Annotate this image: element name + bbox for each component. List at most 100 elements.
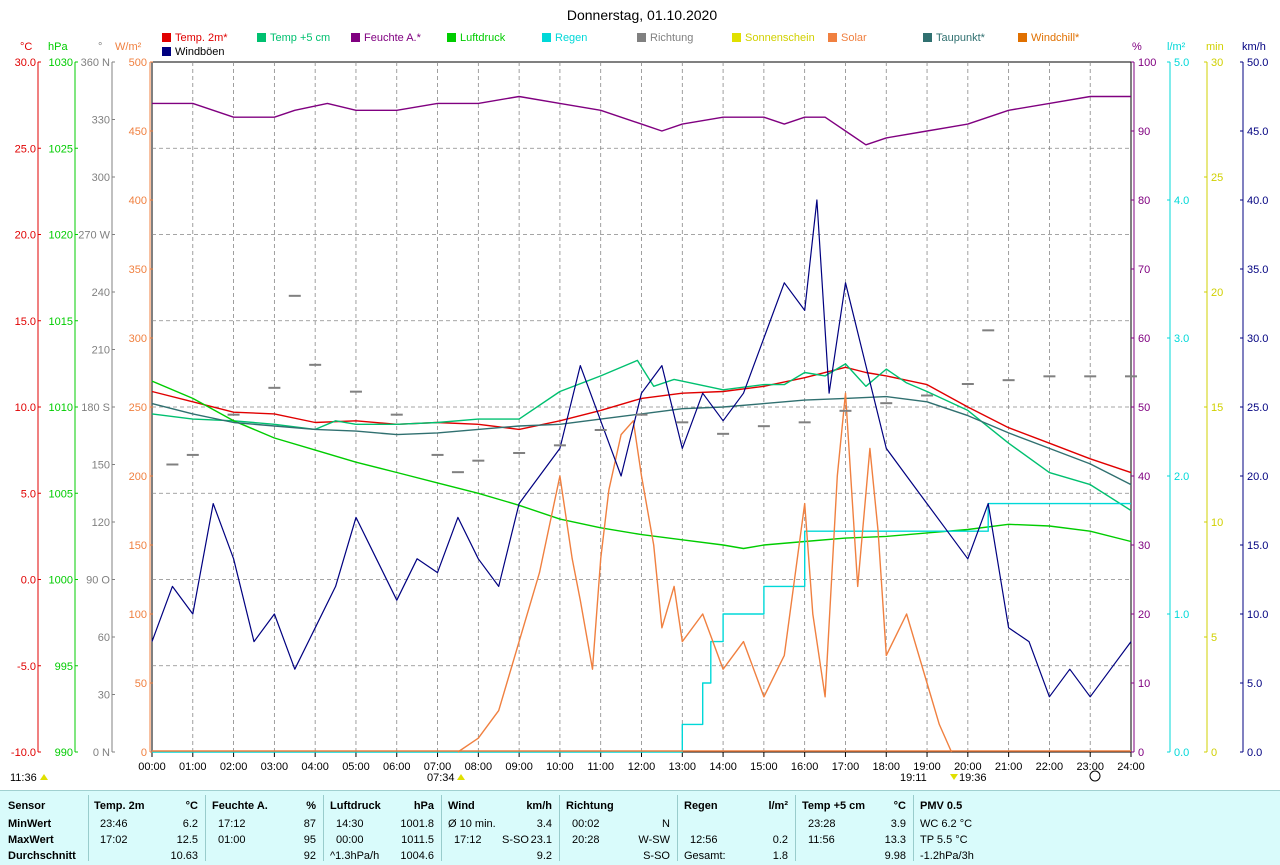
y-tick-label: 30.0	[1247, 333, 1268, 345]
divider	[677, 795, 678, 861]
feuchte-avg-val: 92	[303, 850, 316, 862]
series-temp-2m	[151, 366, 1132, 474]
pmv-trend: -1.2hPa/3h	[920, 850, 974, 862]
direction-point	[472, 459, 485, 462]
y-tick-label: 1000	[49, 575, 73, 587]
x-tick-label: 17:00	[832, 761, 860, 773]
regen-unit: l/m²	[768, 800, 788, 812]
wind-max-val: 23.1	[530, 834, 552, 846]
x-tick-label: 08:00	[465, 761, 493, 773]
legend-swatch	[162, 47, 171, 56]
y-tick-label: 0.0	[1174, 747, 1189, 759]
x-tick-label: 09:00	[505, 761, 533, 773]
sensor-head: Sensor	[8, 800, 46, 812]
legend-label: Windchill*	[1031, 32, 1080, 44]
y-tick-label: 10.0	[1247, 609, 1268, 621]
temp5-max-val: 13.3	[884, 834, 906, 846]
temp-col: Temp. 2m °C 23:46 6.2 17:02 12.5 10.63	[94, 797, 200, 865]
y-tick-label: 90	[1138, 126, 1150, 138]
axis-units: °C hPa ° W/m² % l/m² min km/h	[20, 41, 1266, 53]
direction-point	[1043, 375, 1056, 378]
y-tick-label: 50.0	[1247, 57, 1268, 69]
regen-col: Regen l/m² 12:56 0.2 Gesamt: 1.8	[684, 797, 790, 865]
direction-point	[717, 432, 730, 435]
temp-head: Temp. 2m	[94, 800, 145, 812]
row-avg: Durchschnitt	[8, 850, 76, 862]
y-tick-label: 1005	[49, 488, 73, 500]
y-tick-label: 360 N	[81, 57, 110, 69]
plot-area	[151, 95, 1137, 753]
x-tick-label: 06:00	[383, 761, 411, 773]
luft-col: Luftdruck hPa 14:30 1001.8 00:00 1011.5 …	[330, 797, 436, 865]
legend-label: Temp. 2m*	[175, 32, 228, 44]
direction-point	[166, 463, 179, 466]
y-tick-label: 150	[129, 540, 147, 552]
direction-point	[309, 363, 322, 366]
x-tick-label: 22:00	[1036, 761, 1064, 773]
richtung-avg-val: S-SO	[643, 850, 670, 862]
y-tick-label: 100	[1138, 57, 1156, 69]
direction-point	[349, 390, 362, 393]
y-tick-label: 450	[129, 126, 147, 138]
wind-col: Wind km/h Ø 10 min. 3.4 17:12 S-SO 23.1 …	[448, 797, 554, 865]
legend-label: Sonnenschein	[745, 32, 815, 44]
legend-swatch	[828, 33, 837, 42]
legend-swatch	[542, 33, 551, 42]
temp5-col: Temp +5 cm °C 23:28 3.9 11:56 13.3 9.98	[802, 797, 908, 865]
direction-point	[431, 453, 444, 456]
y-tick-label: 330	[92, 115, 110, 127]
legend-swatch	[637, 33, 646, 42]
temp5-head: Temp +5 cm	[802, 800, 866, 812]
luft-head: Luftdruck	[330, 800, 381, 812]
chart-legend: Temp. 2m* Temp +5 cm Feuchte A.* Luftdruck R…	[162, 32, 1080, 58]
sunrise-icon	[457, 774, 465, 780]
feuchte-head: Feuchte A.	[212, 800, 268, 812]
y-tick-label: 5	[1211, 632, 1217, 644]
temp-max-time: 17:02	[100, 834, 128, 846]
y-tick-label: 40	[1138, 471, 1150, 483]
regen-max-val: 0.2	[772, 834, 788, 846]
y-tick-label: 5.0	[1247, 678, 1262, 690]
richtung-max-time: 20:28	[572, 834, 600, 846]
y-tick-label: 30	[1211, 57, 1223, 69]
unit-temp: °C	[20, 41, 32, 53]
legend-swatch	[1018, 33, 1027, 42]
y-tick-label: 500	[129, 57, 147, 69]
legend-label: Luftdruck	[460, 32, 506, 44]
y-tick-label: 995	[55, 661, 73, 673]
direction-point	[553, 444, 566, 447]
temp-min-val: 6.2	[182, 818, 198, 830]
pmv-taupunkt: TP 5.5 °C	[920, 834, 968, 846]
direction-point	[982, 329, 995, 332]
sun-markers: 11:36 07:34 19:11 19:36	[10, 770, 1101, 784]
x-tick-label: 13:00	[669, 761, 697, 773]
legend-label: Regen	[555, 32, 587, 44]
temp5-unit: °C	[893, 800, 906, 812]
y-tick-label: 180 S	[81, 402, 110, 414]
y-tick-label: 10	[1211, 517, 1223, 529]
wind-avg10-val: 3.4	[536, 818, 552, 830]
y-tick-label: 15	[1211, 402, 1223, 414]
wind-max-time: 17:12	[454, 834, 482, 846]
row-min: MinWert	[8, 818, 52, 830]
y-tick-label: 1025	[49, 143, 73, 155]
wind-max-dir: S-SO	[502, 834, 529, 846]
direction-point	[1125, 375, 1137, 378]
y-tick-label: 150	[92, 460, 110, 472]
legend-label: Taupunkt*	[936, 32, 986, 44]
y-tick-label: 15.0	[1247, 540, 1268, 552]
row-max: MaxWert	[8, 834, 54, 846]
direction-point	[839, 409, 852, 412]
y-tick-label: 50	[135, 678, 147, 690]
divider	[323, 795, 324, 861]
y-tick-label: 0 N	[93, 747, 110, 759]
regen-head: Regen	[684, 800, 718, 812]
luft-min-time: 14:30	[336, 818, 364, 830]
weather-chart: Donnerstag, 01.10.2020 Temp. 2m* Temp +5 …	[10, 7, 1268, 784]
feuchte-min-time: 17:12	[218, 818, 246, 830]
luft-max-time: 00:00	[336, 834, 364, 846]
y-tick-label: 30	[98, 690, 110, 702]
y-tick-label: 990	[55, 747, 73, 759]
feuchte-min-val: 87	[303, 818, 316, 830]
luft-unit: hPa	[413, 800, 434, 812]
